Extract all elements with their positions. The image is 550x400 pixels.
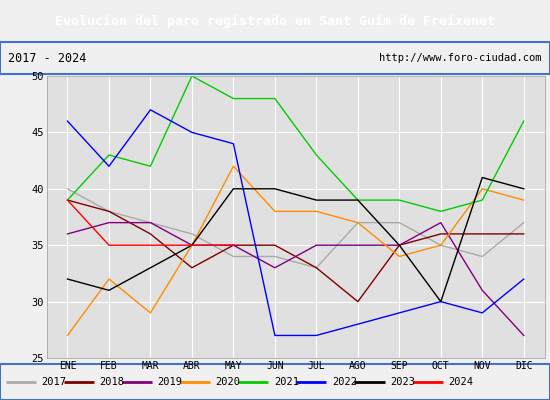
- Text: 2023: 2023: [390, 377, 415, 387]
- Text: 2018: 2018: [100, 377, 124, 387]
- Text: 2022: 2022: [332, 377, 357, 387]
- Text: http://www.foro-ciudad.com: http://www.foro-ciudad.com: [379, 53, 542, 63]
- Text: 2021: 2021: [274, 377, 299, 387]
- Text: 2019: 2019: [157, 377, 183, 387]
- Text: 2020: 2020: [216, 377, 241, 387]
- Text: 2017 - 2024: 2017 - 2024: [8, 52, 87, 64]
- Text: 2024: 2024: [448, 377, 473, 387]
- Text: Evolucion del paro registrado en Sant Guim de Freixenet: Evolucion del paro registrado en Sant Gu…: [55, 14, 495, 28]
- Text: 2017: 2017: [41, 377, 66, 387]
